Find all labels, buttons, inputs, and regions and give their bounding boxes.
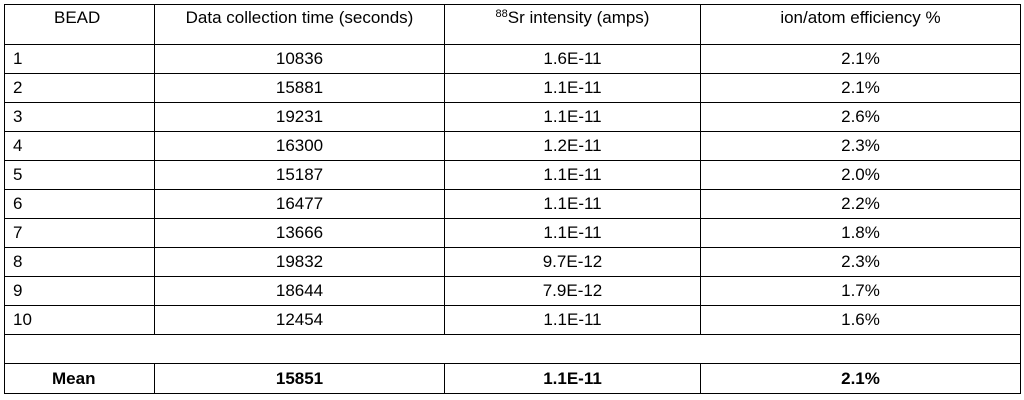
cell-bead: 1 <box>4 44 155 74</box>
cell-time: 12454 <box>154 305 445 335</box>
cell-intensity: 1.1E-11 <box>444 218 701 248</box>
cell-time: 10836 <box>154 44 445 74</box>
cell-intensity: 1.2E-11 <box>444 131 701 161</box>
cell-time: 15881 <box>154 73 445 103</box>
cell-intensity: 1.1E-11 <box>444 160 701 190</box>
cell-time: 16477 <box>154 189 445 219</box>
cell-time: 19832 <box>154 247 445 277</box>
cell-bead: 7 <box>4 218 155 248</box>
cell-intensity: 9.7E-12 <box>444 247 701 277</box>
cell-efficiency: 1.7% <box>700 276 1021 306</box>
cell-efficiency: 2.0% <box>700 160 1021 190</box>
mean-row: Mean 15851 1.1E-11 2.1% <box>4 363 1021 394</box>
cell-intensity: 1.1E-11 <box>444 305 701 335</box>
cell-efficiency: 2.6% <box>700 102 1021 132</box>
data-table-container: BEAD Data collection time (seconds) 88Sr… <box>4 4 1021 394</box>
cell-bead: 3 <box>4 102 155 132</box>
cell-bead: 5 <box>4 160 155 190</box>
cell-efficiency: 1.6% <box>700 305 1021 335</box>
mean-label: Mean <box>4 363 155 394</box>
cell-bead: 9 <box>4 276 155 306</box>
blank-row <box>4 334 1021 364</box>
cell-efficiency: 1.8% <box>700 218 1021 248</box>
header-bead: BEAD <box>4 4 155 45</box>
cell-bead: 10 <box>4 305 155 335</box>
table-row: 8 19832 9.7E-12 2.3% <box>4 247 1021 277</box>
blank-cell <box>4 334 1021 364</box>
header-row: BEAD Data collection time (seconds) 88Sr… <box>4 4 1021 45</box>
header-intensity-label: Sr intensity (amps) <box>507 8 650 27</box>
table-row: 6 16477 1.1E-11 2.2% <box>4 189 1021 219</box>
table-row: 5 15187 1.1E-11 2.0% <box>4 160 1021 190</box>
cell-intensity: 1.1E-11 <box>444 102 701 132</box>
cell-intensity: 1.1E-11 <box>444 189 701 219</box>
cell-time: 18644 <box>154 276 445 306</box>
header-intensity: 88Sr intensity (amps) <box>444 4 701 45</box>
header-time: Data collection time (seconds) <box>154 4 445 45</box>
table-row: 3 19231 1.1E-11 2.6% <box>4 102 1021 132</box>
cell-intensity: 1.1E-11 <box>444 73 701 103</box>
cell-efficiency: 2.2% <box>700 189 1021 219</box>
table-row: 4 16300 1.2E-11 2.3% <box>4 131 1021 161</box>
cell-intensity: 1.6E-11 <box>444 44 701 74</box>
cell-time: 16300 <box>154 131 445 161</box>
cell-time: 13666 <box>154 218 445 248</box>
cell-intensity: 7.9E-12 <box>444 276 701 306</box>
cell-bead: 6 <box>4 189 155 219</box>
cell-efficiency: 2.1% <box>700 73 1021 103</box>
mean-intensity: 1.1E-11 <box>444 363 701 394</box>
table-row: 2 15881 1.1E-11 2.1% <box>4 73 1021 103</box>
cell-time: 15187 <box>154 160 445 190</box>
cell-bead: 8 <box>4 247 155 277</box>
cell-bead: 4 <box>4 131 155 161</box>
cell-bead: 2 <box>4 73 155 103</box>
table-row: 9 18644 7.9E-12 1.7% <box>4 276 1021 306</box>
bead-data-table: BEAD Data collection time (seconds) 88Sr… <box>4 4 1021 394</box>
cell-efficiency: 2.3% <box>700 247 1021 277</box>
header-intensity-isotope: 88 <box>495 8 508 20</box>
cell-efficiency: 2.1% <box>700 44 1021 74</box>
cell-time: 19231 <box>154 102 445 132</box>
table-row: 10 12454 1.1E-11 1.6% <box>4 305 1021 335</box>
table-row: 1 10836 1.6E-11 2.1% <box>4 44 1021 74</box>
table-row: 7 13666 1.1E-11 1.8% <box>4 218 1021 248</box>
mean-time: 15851 <box>154 363 445 394</box>
header-efficiency: ion/atom efficiency % <box>700 4 1021 45</box>
mean-efficiency: 2.1% <box>700 363 1021 394</box>
cell-efficiency: 2.3% <box>700 131 1021 161</box>
